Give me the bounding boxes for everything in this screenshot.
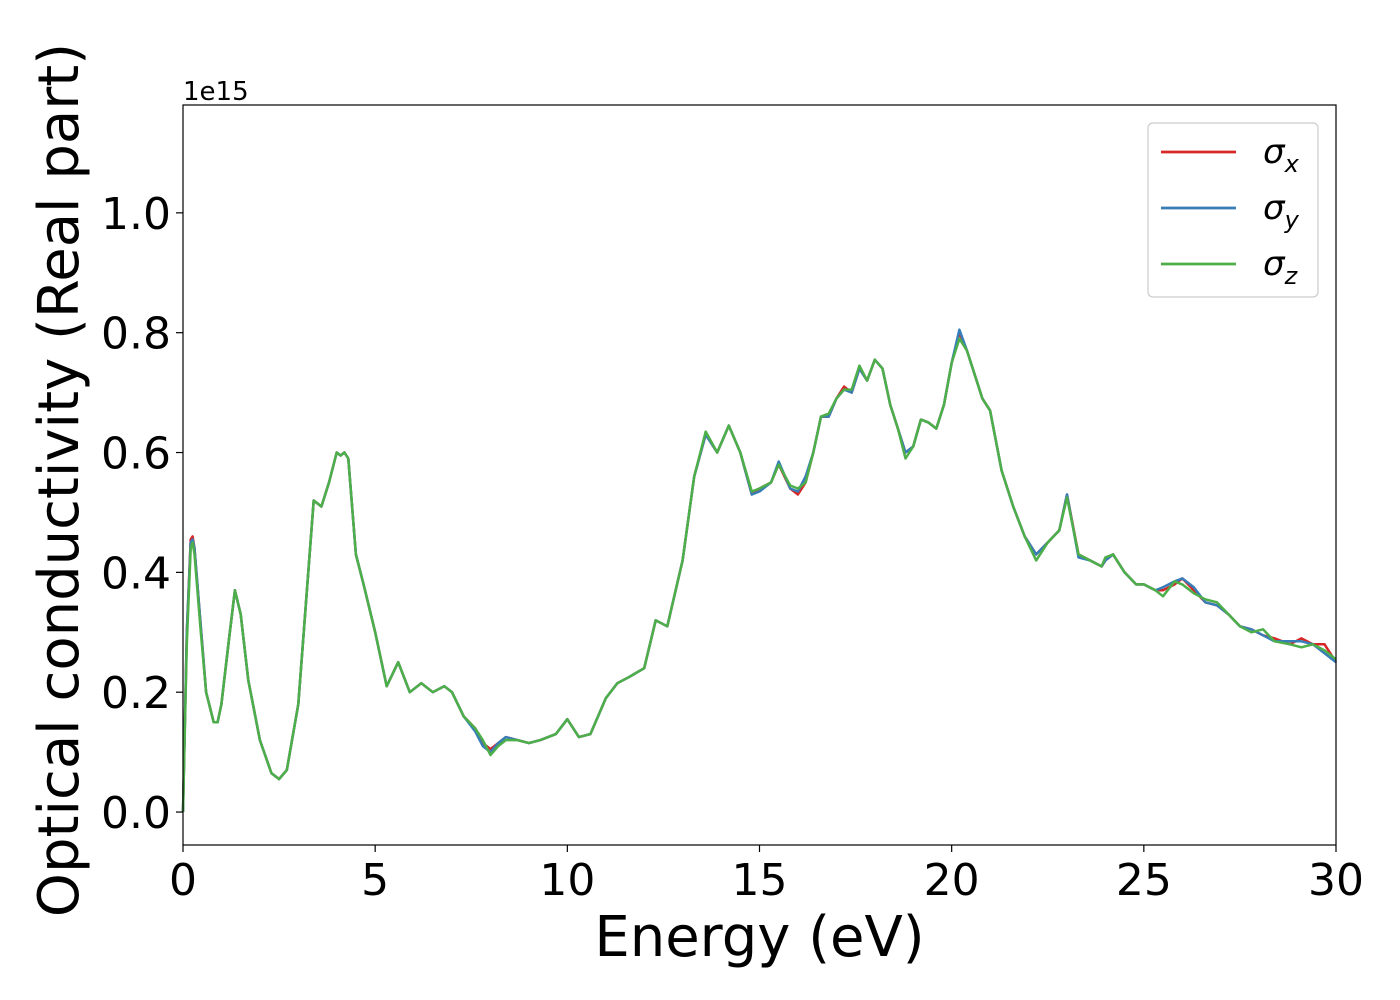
series-line-3 [181, 337, 1337, 813]
legend-box [1147, 122, 1319, 298]
legend-label-3: σz [1263, 244, 1299, 290]
x-tick-label: 20 [924, 855, 980, 906]
x-tick-label: 10 [539, 855, 595, 906]
x-axis-ticks: 0 5 10 15 20 25 30 [169, 845, 1364, 906]
legend-label-2: σy [1263, 188, 1300, 234]
y-tick-label: 0.4 [101, 548, 171, 599]
x-axis-label: Energy (eV) [594, 905, 924, 970]
legend: σx σy σz [1147, 122, 1319, 298]
legend-label-1: σx [1263, 132, 1300, 178]
x-tick-label: 25 [1116, 855, 1172, 906]
x-tick-label: 0 [169, 855, 197, 906]
y-tick-label: 1.0 [101, 189, 171, 240]
y-axis-label: Optical conductivity (Real part) [27, 43, 92, 917]
x-tick-label: 15 [732, 855, 788, 906]
y-tick-label: 0.6 [101, 429, 171, 480]
x-tick-label: 30 [1308, 855, 1364, 906]
series-line-2 [181, 328, 1337, 813]
y-tick-label: 0.2 [101, 668, 171, 719]
x-tick-label: 5 [361, 855, 389, 906]
y-axis-ticks: 0.0 0.2 0.4 0.6 0.8 1.0 [101, 189, 183, 839]
series-line-1 [181, 331, 1338, 813]
plot-lines [181, 328, 1338, 813]
y-axis-offset-label: 1e15 [183, 77, 249, 107]
y-tick-label: 0.0 [101, 788, 171, 839]
y-tick-label: 0.8 [101, 309, 171, 360]
